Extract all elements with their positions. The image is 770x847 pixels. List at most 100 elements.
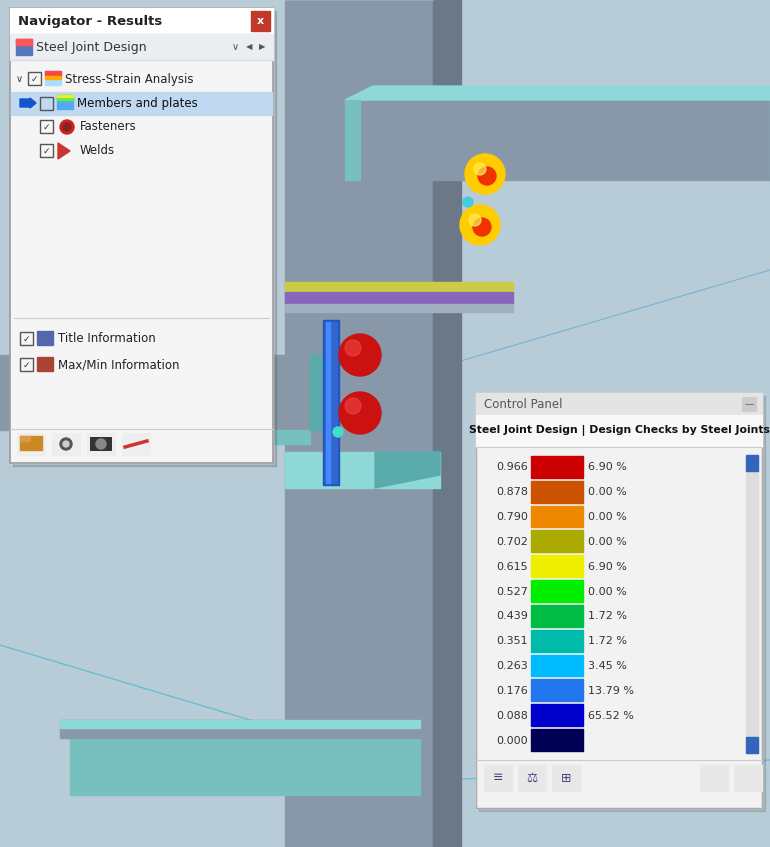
Bar bbox=[345, 100, 360, 180]
Text: Max/Min Information: Max/Min Information bbox=[58, 358, 179, 372]
Circle shape bbox=[333, 427, 343, 437]
Text: 0.000: 0.000 bbox=[497, 735, 528, 745]
Bar bbox=[746, 455, 758, 471]
Text: 0.263: 0.263 bbox=[496, 661, 528, 671]
Bar bbox=[11, 92, 272, 115]
Text: 1.72 %: 1.72 % bbox=[588, 636, 627, 646]
Circle shape bbox=[345, 398, 361, 414]
Polygon shape bbox=[285, 452, 440, 488]
Circle shape bbox=[60, 120, 74, 134]
Text: 6.90 %: 6.90 % bbox=[588, 462, 627, 473]
Bar bbox=[0, 410, 322, 430]
Bar bbox=[742, 397, 756, 411]
Bar bbox=[433, 0, 461, 847]
Bar bbox=[57, 95, 73, 109]
Bar bbox=[518, 765, 546, 791]
Bar bbox=[531, 679, 583, 701]
Bar bbox=[10, 8, 273, 34]
Text: Control Panel: Control Panel bbox=[484, 397, 563, 411]
Bar bbox=[531, 506, 583, 528]
Bar bbox=[87, 433, 115, 455]
Circle shape bbox=[60, 438, 72, 450]
Text: ✓: ✓ bbox=[22, 335, 30, 344]
Bar bbox=[40, 144, 53, 157]
Polygon shape bbox=[375, 452, 440, 488]
Text: —: — bbox=[744, 399, 754, 409]
Bar bbox=[484, 765, 512, 791]
Bar bbox=[20, 358, 33, 371]
Text: ⚖: ⚖ bbox=[527, 772, 537, 784]
Bar bbox=[40, 97, 53, 110]
Text: 0.878: 0.878 bbox=[496, 487, 528, 497]
Polygon shape bbox=[345, 86, 770, 100]
Text: Navigator - Results: Navigator - Results bbox=[18, 14, 162, 27]
Bar bbox=[476, 393, 762, 415]
Text: 0.176: 0.176 bbox=[496, 686, 528, 696]
Text: Members and plates: Members and plates bbox=[77, 97, 198, 109]
Text: ✓: ✓ bbox=[30, 75, 38, 84]
Circle shape bbox=[469, 214, 481, 226]
Bar bbox=[60, 720, 420, 728]
Circle shape bbox=[63, 123, 71, 131]
Bar bbox=[531, 530, 583, 552]
Text: 0.351: 0.351 bbox=[497, 636, 528, 646]
Bar bbox=[531, 556, 583, 577]
Text: 0.00 %: 0.00 % bbox=[588, 537, 627, 547]
Bar bbox=[17, 433, 45, 455]
Bar bbox=[0, 373, 310, 410]
Bar bbox=[345, 160, 770, 180]
Bar bbox=[531, 481, 583, 502]
Text: 0.00 %: 0.00 % bbox=[588, 512, 627, 522]
Text: 0.790: 0.790 bbox=[496, 512, 528, 522]
Text: 13.79 %: 13.79 % bbox=[588, 686, 634, 696]
Bar bbox=[531, 729, 583, 751]
Circle shape bbox=[478, 167, 496, 185]
Bar bbox=[476, 393, 762, 808]
Bar bbox=[10, 8, 273, 463]
Text: 0.00 %: 0.00 % bbox=[588, 487, 627, 497]
Bar bbox=[285, 0, 433, 847]
Text: Welds: Welds bbox=[80, 145, 116, 158]
Bar bbox=[531, 705, 583, 726]
Bar bbox=[20, 436, 42, 450]
Text: x: x bbox=[257, 16, 264, 26]
Bar bbox=[285, 304, 513, 312]
Bar bbox=[57, 95, 73, 97]
Bar bbox=[479, 396, 765, 811]
Bar bbox=[476, 393, 762, 808]
Text: 0.088: 0.088 bbox=[496, 711, 528, 721]
Text: ▶: ▶ bbox=[259, 42, 265, 52]
Bar bbox=[57, 95, 73, 100]
Bar bbox=[251, 11, 270, 31]
Text: 65.52 %: 65.52 % bbox=[588, 711, 634, 721]
Text: ∨: ∨ bbox=[232, 42, 239, 52]
Circle shape bbox=[460, 205, 500, 245]
Circle shape bbox=[96, 439, 106, 449]
Bar bbox=[45, 71, 61, 85]
Bar bbox=[70, 738, 420, 795]
Text: Steel Joint Design: Steel Joint Design bbox=[36, 41, 146, 53]
Bar bbox=[531, 605, 583, 627]
Text: ✓: ✓ bbox=[42, 147, 50, 156]
Bar bbox=[16, 39, 32, 45]
Text: 0.966: 0.966 bbox=[496, 462, 528, 473]
Bar bbox=[476, 415, 762, 447]
Bar bbox=[746, 455, 758, 753]
Bar bbox=[10, 8, 273, 463]
Bar bbox=[326, 322, 330, 483]
Text: 1.72 %: 1.72 % bbox=[588, 612, 627, 622]
Bar bbox=[10, 34, 273, 60]
Bar bbox=[734, 765, 762, 791]
Text: ∨: ∨ bbox=[16, 74, 23, 84]
Text: 0.527: 0.527 bbox=[496, 587, 528, 596]
Bar bbox=[552, 765, 580, 791]
Text: ✓: ✓ bbox=[42, 123, 50, 131]
Bar bbox=[45, 71, 61, 76]
FancyArrow shape bbox=[20, 98, 36, 108]
Polygon shape bbox=[58, 143, 70, 159]
Bar bbox=[325, 322, 337, 483]
Bar bbox=[60, 430, 310, 444]
Text: 0.439: 0.439 bbox=[496, 612, 528, 622]
Bar bbox=[746, 737, 758, 753]
Text: 0.702: 0.702 bbox=[496, 537, 528, 547]
